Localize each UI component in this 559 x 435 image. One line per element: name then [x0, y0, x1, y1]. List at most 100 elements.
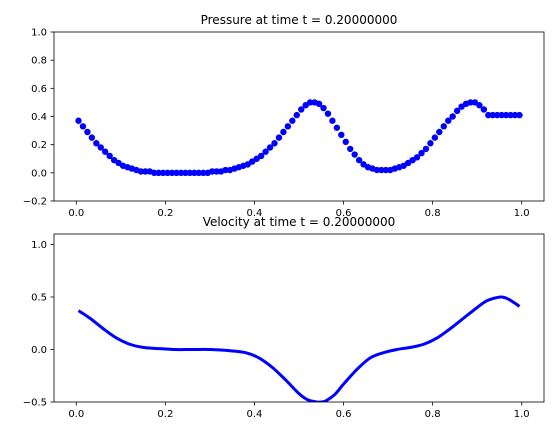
pressure-point — [467, 99, 474, 106]
pressure-point — [155, 169, 162, 177]
pressure-point — [431, 134, 439, 141]
pressure-point — [168, 169, 176, 177]
velocity-x-tick-label: 0.4 — [247, 409, 263, 420]
pressure-x-tick-label: 0.8 — [425, 208, 441, 219]
pressure-x-tick-label: 1.0 — [514, 208, 530, 219]
pressure-point — [266, 144, 274, 151]
pressure-point — [213, 168, 220, 175]
pressure-point — [329, 117, 336, 124]
pressure-point — [200, 169, 207, 177]
pressure-point — [324, 110, 332, 117]
pressure-y-tick-label: 0.0 — [31, 168, 47, 179]
pressure-point — [476, 102, 483, 109]
pressure-point — [502, 111, 510, 119]
pressure-point — [142, 168, 149, 175]
pressure-point — [102, 148, 109, 155]
pressure-y-tick-label: 1.0 — [31, 28, 47, 39]
pressure-y-tick-label: −0.2 — [23, 197, 47, 208]
pressure-point — [257, 152, 265, 160]
pressure-point — [382, 166, 390, 174]
pressure-point — [137, 168, 145, 175]
pressure-point — [480, 106, 488, 113]
pressure-point — [427, 140, 434, 147]
pressure-point — [489, 111, 496, 119]
pressure-y-tick-label: 0.4 — [31, 112, 47, 123]
pressure-point — [507, 111, 514, 119]
velocity-axes: 0.0 0.2 0.4 0.6 0.8 1.0 −0.5 0.0 0.5 1.0 — [23, 233, 545, 420]
velocity-title: Velocity at time t = 0.20000000 — [203, 215, 396, 229]
pressure-point — [151, 169, 158, 177]
pressure-point — [159, 169, 167, 177]
pressure-point — [413, 154, 421, 161]
pressure-point — [280, 128, 287, 136]
pressure-point — [222, 166, 229, 174]
pressure-point — [347, 145, 354, 153]
velocity-y-tick-label: −0.5 — [23, 398, 47, 409]
pressure-point — [306, 99, 314, 106]
velocity-frame — [53, 233, 545, 403]
pressure-point — [75, 117, 82, 124]
pressure-y-tick-label: 0.2 — [31, 140, 47, 151]
velocity-x-tick-label: 0.2 — [157, 409, 173, 420]
pressure-x-tick-label: 0.4 — [247, 208, 263, 219]
pressure-point — [422, 145, 430, 153]
pressure-point — [293, 111, 300, 119]
pressure-point — [298, 106, 305, 113]
pressure-point — [373, 166, 381, 174]
pressure-point — [320, 104, 327, 112]
pressure-title: Pressure at time t = 0.20000000 — [201, 13, 398, 27]
pressure-point — [177, 169, 185, 177]
pressure-point — [355, 156, 363, 164]
pressure-point — [511, 111, 519, 119]
pressure-point — [79, 123, 87, 130]
pressure-point — [164, 169, 171, 177]
pressure-point — [186, 169, 194, 177]
pressure-point — [84, 128, 91, 136]
pressure-point — [284, 123, 292, 130]
pressure-point — [436, 128, 443, 136]
pressure-point — [440, 123, 447, 130]
pressure-axes: 0.0 0.2 0.4 0.6 0.8 1.0 −0.2 0.0 0.2 0.4 0.6 0.8 1.0 — [23, 28, 545, 219]
velocity-x-tick-label: 1.0 — [514, 409, 530, 420]
pressure-point — [275, 134, 283, 141]
pressure-point — [97, 144, 104, 151]
pressure-point — [333, 124, 341, 131]
pressure-y-tick-label: 0.8 — [31, 56, 47, 67]
pressure-x-tick-label: 0.0 — [68, 208, 84, 219]
pressure-point — [271, 140, 278, 147]
velocity-y-tick-label: 0.5 — [31, 293, 47, 304]
pressure-point — [342, 138, 349, 146]
pressure-point — [315, 100, 323, 108]
velocity-x-tick-label: 0.0 — [68, 409, 84, 420]
pressure-point — [195, 169, 202, 177]
pressure-point — [173, 169, 180, 177]
velocity-x-tick-label: 0.6 — [336, 409, 352, 420]
pressure-point — [378, 166, 385, 174]
pressure-point — [498, 111, 505, 119]
pressure-point — [208, 168, 216, 175]
pressure-point — [351, 151, 358, 158]
pressure-point — [445, 117, 452, 124]
pressure-y-tick-label: 0.6 — [31, 84, 47, 95]
pressure-point — [262, 148, 269, 155]
pressure-point — [453, 107, 461, 115]
pressure-point — [494, 111, 501, 119]
pressure-point — [516, 111, 523, 119]
pressure-panel: Pressure at time t = 0.20000000 0.0 0.2 0.… — [23, 13, 545, 219]
velocity-x-tick-label: 0.8 — [425, 409, 441, 420]
pressure-point — [289, 117, 296, 124]
pressure-point — [418, 149, 425, 157]
pressure-point — [191, 169, 198, 177]
velocity-y-tick-label: 0.0 — [31, 345, 47, 356]
pressure-point — [93, 140, 100, 147]
pressure-point — [106, 152, 113, 160]
pressure-x-tick-label: 0.6 — [336, 208, 352, 219]
velocity-panel: 0.0 0.2 0.4 0.6 0.8 1.0 −0.5 0.0 0.5 1.0 Velocity… — [23, 215, 545, 420]
pressure-point — [88, 134, 96, 141]
pressure-point — [485, 111, 492, 119]
pressure-x-tick-label: 0.2 — [157, 208, 173, 219]
pressure-point — [338, 131, 345, 139]
velocity-y-tick-label: 1.0 — [31, 240, 47, 251]
